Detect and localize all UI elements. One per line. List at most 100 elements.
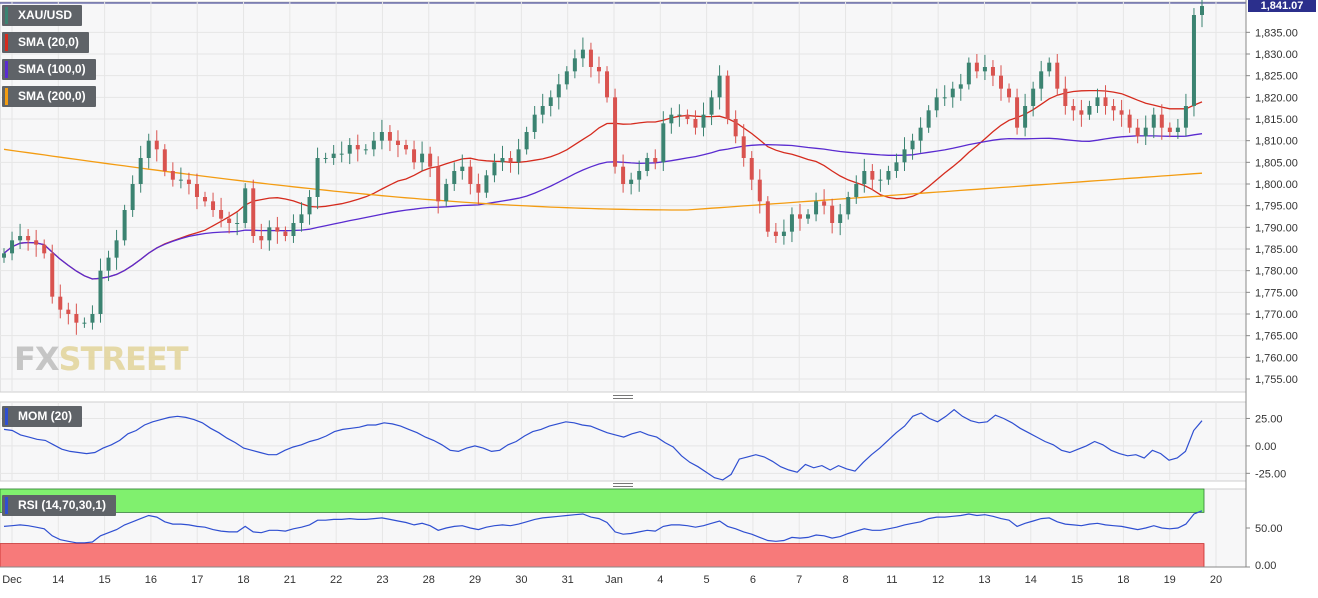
candle-body — [82, 322, 87, 324]
candle-body — [1079, 110, 1084, 115]
candle-body — [1063, 88, 1068, 106]
mom-swatch — [5, 408, 8, 425]
symbol-label[interactable]: XAU/USD — [2, 5, 83, 26]
price-panel-bg — [0, 1, 1247, 393]
price-tick-label: 1,820.00 — [1255, 92, 1298, 104]
date-tick-label: 14 — [52, 574, 64, 586]
sma100-swatch — [5, 61, 8, 78]
candle-body — [741, 136, 746, 158]
candle-body — [1023, 106, 1028, 128]
candle-body — [235, 223, 240, 224]
mom-legend[interactable]: MOM (20) — [2, 406, 82, 427]
candle-body — [379, 132, 384, 141]
fxstreet-watermark: FXSTREET — [14, 340, 189, 378]
candle-body — [194, 184, 199, 197]
date-tick-label: 4 — [657, 574, 663, 586]
candle-body — [371, 140, 376, 150]
sma200-legend[interactable]: SMA (200,0) — [2, 86, 96, 107]
candle-body — [355, 145, 360, 150]
price-tick-label: 1,760.00 — [1255, 352, 1298, 364]
sma20-text: SMA (20,0) — [18, 35, 79, 49]
mom-line — [3, 408, 1203, 481]
candle-body — [299, 214, 304, 223]
candle-body — [1095, 97, 1100, 106]
candle-body — [436, 166, 441, 202]
candle-body — [934, 97, 939, 111]
candle-body — [645, 158, 650, 171]
candle-body — [902, 149, 907, 163]
candle-body — [412, 149, 417, 163]
date-tick-label: 8 — [842, 574, 848, 586]
sma20-line — [3, 89, 1203, 280]
candle-body — [452, 171, 457, 184]
date-tick-label: 13 — [978, 574, 990, 586]
candle-body — [661, 123, 666, 163]
candle-body — [428, 153, 433, 167]
price-tick-label: 1,825.00 — [1255, 71, 1298, 83]
price-tick-label: 1,765.00 — [1255, 331, 1298, 343]
candle-body — [1087, 106, 1092, 115]
candle-body — [211, 201, 216, 210]
candle-body — [420, 153, 425, 163]
price-tick-label: 1,835.00 — [1255, 27, 1298, 39]
candle-body — [10, 240, 15, 254]
candle-body — [982, 67, 987, 72]
candle-body — [66, 309, 71, 314]
rsi-legend[interactable]: RSI (14,70,30,1) — [2, 495, 117, 516]
symbol-text: XAU/USD — [18, 8, 73, 22]
candle-body — [1047, 62, 1052, 72]
candle-body — [814, 201, 819, 215]
candle-body — [990, 67, 995, 76]
candle-body — [178, 179, 183, 181]
candle-body — [339, 153, 344, 155]
date-tick-label: 30 — [515, 574, 527, 586]
candle-body — [693, 119, 698, 128]
price-tick-label: 1,800.00 — [1255, 179, 1298, 191]
candle-body — [2, 253, 6, 258]
candle-body — [283, 231, 288, 236]
candle-body — [974, 62, 979, 72]
candle-body — [50, 253, 55, 297]
candle-body — [1103, 97, 1108, 106]
sma200-swatch — [5, 88, 8, 105]
rsi-tick-label: 50.00 — [1255, 523, 1283, 535]
date-tick-label: 15 — [98, 574, 110, 586]
mom-tick-label: 25.00 — [1255, 413, 1283, 425]
rsi-line — [3, 510, 1203, 544]
sma200-line — [3, 148, 1203, 211]
candle-body — [106, 257, 111, 271]
date-tick-label: Dec — [2, 574, 22, 586]
candle-body — [26, 236, 31, 241]
candle-body — [259, 236, 264, 241]
date-tick-label: 7 — [796, 574, 802, 586]
candle-body — [114, 240, 119, 258]
mom-tick-label: -25.00 — [1255, 468, 1286, 480]
date-tick-label: 6 — [750, 574, 756, 586]
candle-body — [42, 244, 47, 254]
candle-body — [130, 184, 135, 210]
candle-body — [733, 119, 738, 137]
date-tick-label: 11 — [886, 574, 897, 586]
candle-body — [331, 153, 336, 158]
candle-body — [492, 162, 497, 176]
candle-body — [918, 127, 923, 141]
sma20-legend[interactable]: SMA (20,0) — [2, 32, 89, 53]
candle-body — [709, 97, 714, 115]
symbol-swatch — [5, 7, 8, 24]
candle-body — [773, 231, 778, 236]
candle-body — [677, 114, 682, 116]
candle-body — [621, 166, 626, 184]
candle-body — [942, 97, 947, 99]
candle-body — [998, 75, 1003, 89]
candle-body — [275, 227, 280, 232]
candle-body — [138, 158, 143, 184]
sma100-legend[interactable]: SMA (100,0) — [2, 59, 96, 80]
candle-body — [822, 201, 827, 206]
candle-body — [910, 140, 915, 150]
mom-tick-label: 0.00 — [1255, 441, 1276, 453]
candle-body — [58, 296, 63, 310]
candle-body — [500, 158, 505, 163]
candle-body — [1167, 127, 1172, 132]
